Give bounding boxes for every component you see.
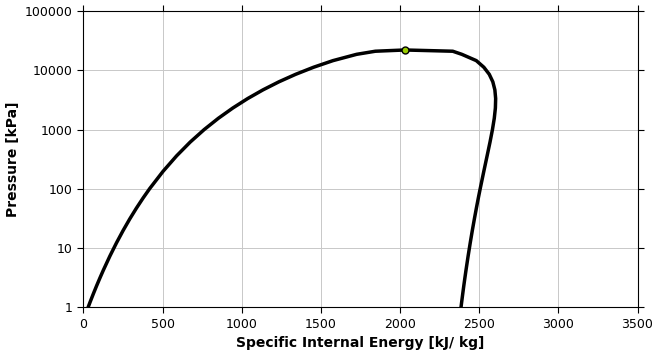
X-axis label: Specific Internal Energy [kJ/ kg]: Specific Internal Energy [kJ/ kg] [237, 336, 484, 350]
Y-axis label: Pressure [kPa]: Pressure [kPa] [5, 101, 20, 217]
